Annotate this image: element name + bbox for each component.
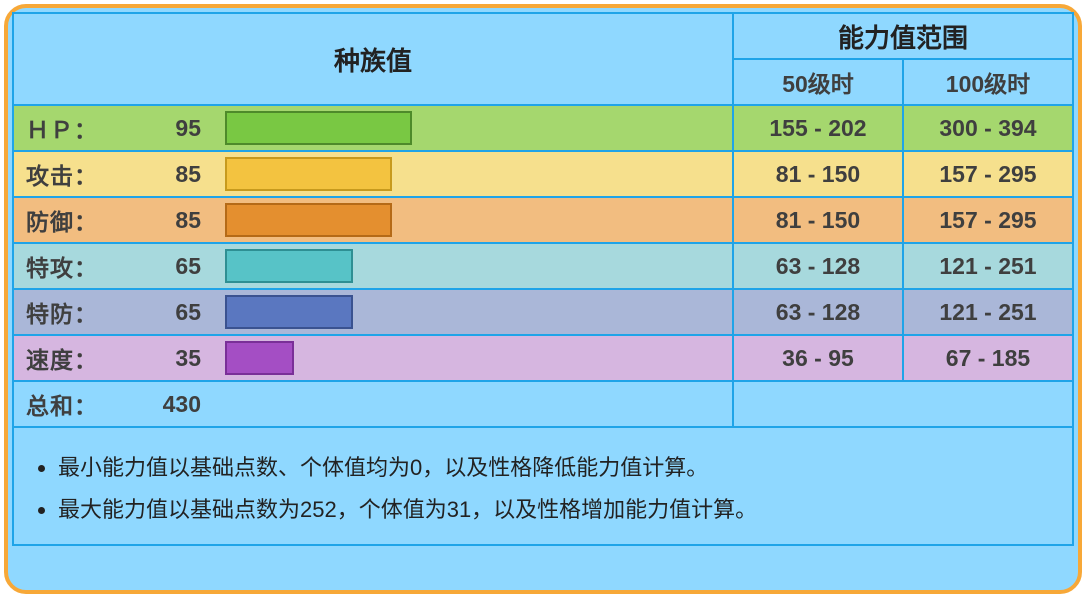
footnote-item: 最大能力值以基础点数为252，个体值为31，以及性格增加能力值计算。 xyxy=(58,492,1054,524)
stat-value: 35 xyxy=(123,335,219,381)
stat-bar xyxy=(225,203,392,237)
stat-label: 速度： xyxy=(13,335,123,381)
stat-row-atk: 攻击：85 81 - 150157 - 295 xyxy=(13,151,1073,197)
range-lv100: 121 - 251 xyxy=(903,289,1073,335)
header-lv100: 100级时 xyxy=(903,59,1073,105)
range-lv100: 157 - 295 xyxy=(903,197,1073,243)
header-lv50: 50级时 xyxy=(733,59,903,105)
header-base-stats: 种族值 xyxy=(13,13,733,105)
stat-row-hp: ＨＰ：95 155 - 202300 - 394 xyxy=(13,105,1073,151)
range-lv100: 121 - 251 xyxy=(903,243,1073,289)
stat-bar xyxy=(225,341,294,375)
stat-bar-cell xyxy=(219,289,733,335)
stat-row-total: 总和：430 xyxy=(13,381,1073,427)
stat-bar-cell xyxy=(219,335,733,381)
stat-bar-cell xyxy=(219,243,733,289)
stat-value: 85 xyxy=(123,151,219,197)
stat-label: 特攻： xyxy=(13,243,123,289)
range-lv50: 63 - 128 xyxy=(733,289,903,335)
stat-row-spd: 特防：65 63 - 128121 - 251 xyxy=(13,289,1073,335)
stat-row-def: 防御：85 81 - 150157 - 295 xyxy=(13,197,1073,243)
stat-value: 65 xyxy=(123,243,219,289)
stat-label: ＨＰ： xyxy=(13,105,123,151)
stat-bar xyxy=(225,295,353,329)
stat-row-spe: 速度：35 36 - 9567 - 185 xyxy=(13,335,1073,381)
stat-row-spa: 特攻：65 63 - 128121 - 251 xyxy=(13,243,1073,289)
stat-value: 65 xyxy=(123,289,219,335)
range-lv100: 300 - 394 xyxy=(903,105,1073,151)
total-range-empty xyxy=(733,381,1073,427)
stat-value: 85 xyxy=(123,197,219,243)
footnote-item: 最小能力值以基础点数、个体值均为0，以及性格降低能力值计算。 xyxy=(58,450,1054,482)
stats-table: 种族值 能力值范围 50级时 100级时 ＨＰ：95 155 - 202300 -… xyxy=(12,12,1074,428)
range-lv50: 36 - 95 xyxy=(733,335,903,381)
stat-label: 特防： xyxy=(13,289,123,335)
range-lv50: 81 - 150 xyxy=(733,151,903,197)
stats-card: 种族值 能力值范围 50级时 100级时 ＨＰ：95 155 - 202300 -… xyxy=(4,4,1082,594)
stat-value: 95 xyxy=(123,105,219,151)
range-lv100: 67 - 185 xyxy=(903,335,1073,381)
stat-bar-cell xyxy=(219,151,733,197)
range-lv100: 157 - 295 xyxy=(903,151,1073,197)
stat-label: 防御： xyxy=(13,197,123,243)
stat-bar xyxy=(225,111,412,145)
stat-bar-cell xyxy=(219,105,733,151)
header-stat-ranges: 能力值范围 xyxy=(733,13,1073,59)
range-lv50: 81 - 150 xyxy=(733,197,903,243)
footnotes: 最小能力值以基础点数、个体值均为0，以及性格降低能力值计算。最大能力值以基础点数… xyxy=(12,428,1074,546)
range-lv50: 63 - 128 xyxy=(733,243,903,289)
total-value: 430 xyxy=(123,381,219,427)
stat-label: 攻击： xyxy=(13,151,123,197)
stat-bar xyxy=(225,249,353,283)
total-label: 总和： xyxy=(13,381,123,427)
stat-bar-cell xyxy=(219,197,733,243)
range-lv50: 155 - 202 xyxy=(733,105,903,151)
total-bar-empty xyxy=(219,381,733,427)
stat-bar xyxy=(225,157,392,191)
